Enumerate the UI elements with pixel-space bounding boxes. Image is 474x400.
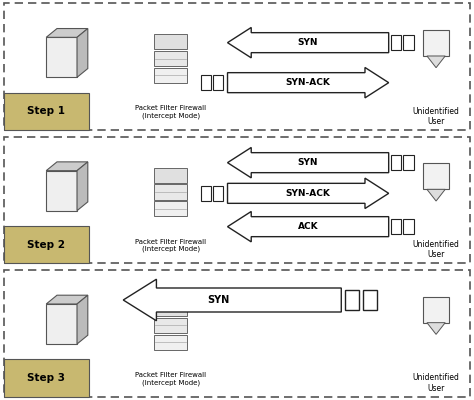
Text: SYN: SYN	[298, 158, 319, 167]
Polygon shape	[154, 184, 187, 200]
Polygon shape	[228, 212, 389, 242]
Polygon shape	[154, 301, 187, 316]
Polygon shape	[46, 304, 77, 344]
Polygon shape	[154, 68, 187, 83]
Polygon shape	[391, 35, 401, 50]
Polygon shape	[154, 51, 187, 66]
Polygon shape	[228, 68, 389, 98]
Polygon shape	[201, 186, 211, 201]
Polygon shape	[46, 162, 88, 171]
Polygon shape	[427, 56, 445, 68]
Polygon shape	[423, 30, 449, 56]
Polygon shape	[403, 219, 414, 234]
Polygon shape	[123, 279, 341, 321]
Polygon shape	[228, 148, 389, 178]
Text: Unidentified
User: Unidentified User	[413, 240, 459, 260]
Polygon shape	[154, 34, 187, 50]
Polygon shape	[154, 201, 187, 216]
Text: Unidentified
User: Unidentified User	[413, 373, 459, 393]
Polygon shape	[46, 295, 88, 304]
Polygon shape	[154, 168, 187, 183]
Polygon shape	[423, 163, 449, 189]
Polygon shape	[77, 162, 88, 211]
Polygon shape	[77, 28, 88, 77]
Polygon shape	[363, 290, 377, 310]
FancyBboxPatch shape	[4, 136, 470, 264]
Polygon shape	[427, 323, 445, 334]
Polygon shape	[154, 334, 187, 350]
Polygon shape	[391, 155, 401, 170]
Text: SYN: SYN	[298, 38, 319, 47]
FancyBboxPatch shape	[4, 3, 470, 130]
Polygon shape	[423, 297, 449, 323]
Text: Unidentified
User: Unidentified User	[413, 107, 459, 126]
Polygon shape	[46, 28, 88, 37]
Text: Packet Filter Firewall
(Intercept Mode): Packet Filter Firewall (Intercept Mode)	[135, 372, 206, 386]
FancyBboxPatch shape	[4, 360, 89, 397]
FancyBboxPatch shape	[4, 270, 470, 397]
Text: Step 2: Step 2	[27, 240, 65, 250]
Polygon shape	[403, 155, 414, 170]
Polygon shape	[427, 189, 445, 201]
Text: SERVER: SERVER	[45, 376, 78, 384]
Polygon shape	[46, 37, 77, 77]
Polygon shape	[46, 171, 77, 211]
Text: SERVER: SERVER	[45, 242, 78, 251]
Polygon shape	[345, 290, 359, 310]
Text: SYN-ACK: SYN-ACK	[286, 78, 330, 87]
Polygon shape	[228, 178, 389, 208]
Polygon shape	[391, 219, 401, 234]
Polygon shape	[77, 295, 88, 344]
Text: Step 1: Step 1	[27, 106, 65, 116]
Text: SYN: SYN	[208, 295, 230, 305]
FancyBboxPatch shape	[4, 226, 89, 264]
Polygon shape	[154, 318, 187, 333]
Polygon shape	[201, 75, 211, 90]
Text: Packet Filter Firewall
(Intercept Mode): Packet Filter Firewall (Intercept Mode)	[135, 239, 206, 252]
Polygon shape	[213, 75, 223, 90]
Text: Packet Filter Firewall
(Intercept Mode): Packet Filter Firewall (Intercept Mode)	[135, 105, 206, 119]
Polygon shape	[213, 186, 223, 201]
Text: SYN-ACK: SYN-ACK	[286, 189, 330, 198]
Polygon shape	[228, 28, 389, 58]
Text: Step 3: Step 3	[27, 373, 65, 383]
Text: ACK: ACK	[298, 222, 319, 231]
FancyBboxPatch shape	[4, 93, 89, 130]
Polygon shape	[403, 35, 414, 50]
Text: SERVER: SERVER	[45, 109, 78, 118]
